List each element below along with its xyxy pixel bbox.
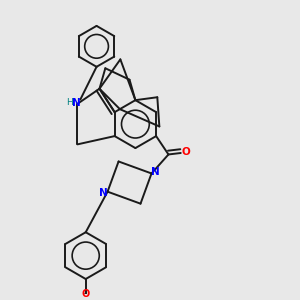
Text: O: O xyxy=(181,147,190,158)
Text: H: H xyxy=(66,98,73,106)
Text: N: N xyxy=(72,98,80,108)
Text: O: O xyxy=(82,289,90,298)
Text: N: N xyxy=(151,167,160,177)
Text: N: N xyxy=(99,188,108,198)
